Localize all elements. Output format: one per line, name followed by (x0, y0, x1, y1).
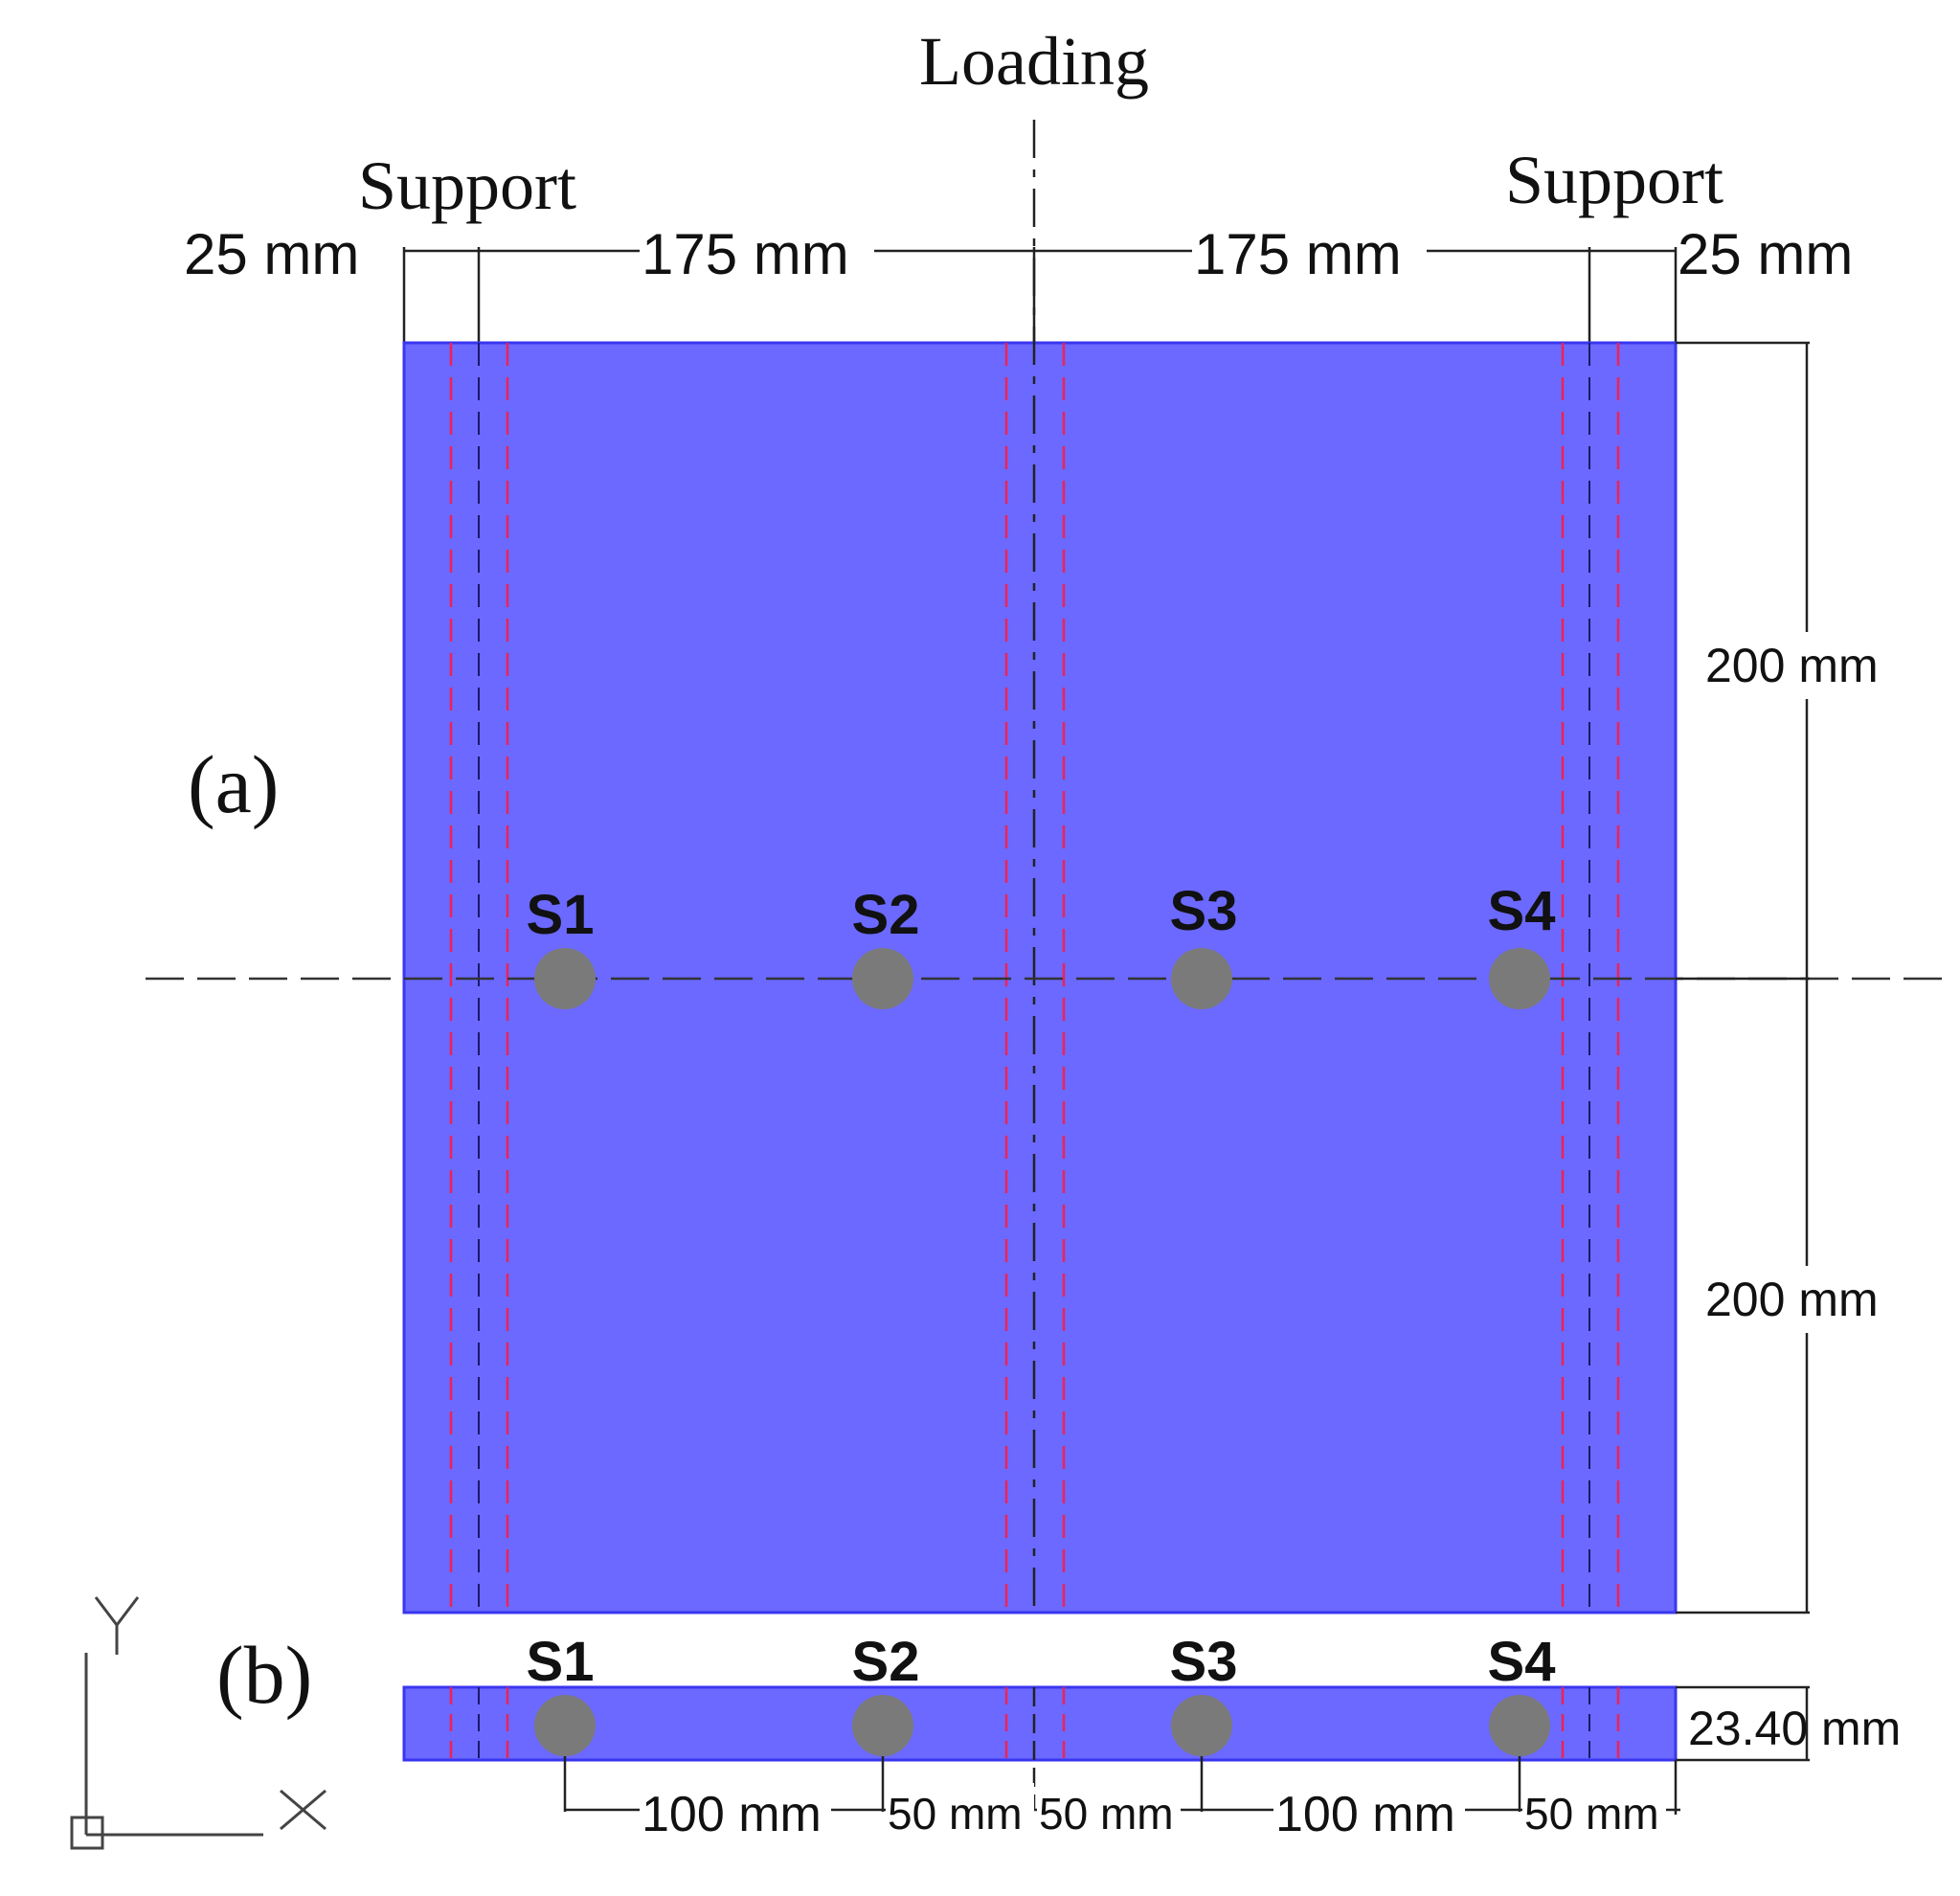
dim-lower-200: 200 mm (1705, 1273, 1879, 1326)
dim-top-left-25: 25 mm (184, 222, 359, 286)
dim-thickness: 23.40 mm (1688, 1702, 1901, 1755)
dim-top-right-175: 175 mm (1194, 222, 1402, 286)
sensor-s1-plan (534, 948, 596, 1009)
dim-top-left-175: 175 mm (642, 222, 849, 286)
dim-upper-200: 200 mm (1705, 639, 1879, 692)
sensor-label-s2-section: S2 (852, 1631, 920, 1693)
sensor-label-s2-plan: S2 (852, 884, 920, 946)
sensor-s3-section (1171, 1695, 1232, 1756)
dim-top-right-25: 25 mm (1678, 222, 1853, 286)
axis-y-glyph (94, 1596, 140, 1628)
dim-bottom-50-b: 50 mm (1039, 1789, 1174, 1839)
sensor-s2-plan (852, 948, 913, 1009)
sensor-s4-plan (1489, 948, 1550, 1009)
dim-bottom-100-right: 100 mm (1275, 1787, 1455, 1842)
sensor-s3-plan (1171, 948, 1232, 1009)
sensor-s1-section (534, 1695, 596, 1756)
sensor-label-s4-section: S4 (1488, 1631, 1556, 1693)
dim-bottom-50-c: 50 mm (1524, 1789, 1659, 1839)
sensor-label-s3-section: S3 (1170, 1631, 1238, 1693)
right-dimension-lines (1676, 341, 1810, 1614)
panel-label-b: (b) (216, 1629, 312, 1721)
sensor-label-s1-section: S1 (527, 1631, 595, 1693)
loading-label: Loading (919, 23, 1149, 100)
top-dimension-lines (402, 247, 1678, 343)
ucs-axis-icon (70, 1596, 327, 1850)
sensor-s4-section (1489, 1695, 1550, 1756)
sensor-label-s3-plan: S3 (1170, 880, 1238, 942)
plan-sensors (534, 948, 1550, 1009)
sensor-label-s4-plan: S4 (1488, 880, 1556, 942)
support-label-right: Support (1505, 142, 1723, 218)
support-label-left: Support (358, 147, 576, 224)
dim-bottom-50-a: 50 mm (888, 1789, 1023, 1839)
thickness-dimension-lines (1676, 1685, 1810, 1762)
panel-label-a: (a) (188, 738, 279, 830)
sensor-s2-section (852, 1695, 913, 1756)
sensor-label-s1-plan: S1 (527, 884, 595, 946)
section-red-dashed-lines (449, 1687, 1620, 1760)
section-sensors (534, 1695, 1550, 1756)
dim-bottom-100-left: 100 mm (642, 1787, 822, 1842)
specimen-section-view (402, 1685, 1678, 1762)
